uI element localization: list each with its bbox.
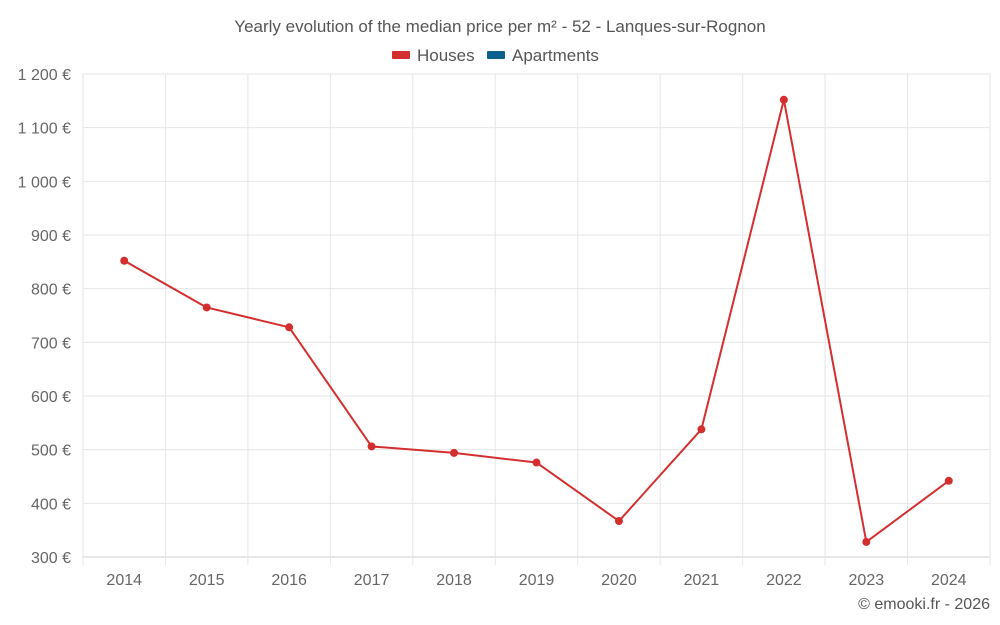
legend-swatch-houses [392, 51, 410, 59]
x-tick-label: 2016 [271, 572, 307, 589]
legend-swatch-apartments [487, 51, 505, 59]
x-tick-label: 2019 [519, 572, 555, 589]
y-tick-label: 1 200 € [18, 67, 71, 84]
x-tick-label: 2017 [354, 572, 390, 589]
y-tick-label: 400 € [31, 496, 71, 513]
data-point-houses-2018[interactable] [450, 448, 459, 457]
x-tick-label: 2023 [849, 572, 885, 589]
x-tick-label: 2020 [601, 572, 637, 589]
x-tick-label: 2014 [106, 572, 142, 589]
x-tick-label: 2015 [189, 572, 225, 589]
data-point-houses-2020[interactable] [614, 517, 623, 526]
y-tick-label: 800 € [31, 282, 71, 299]
y-axis: 300 € 400 € 500 € 600 € 700 € 800 € 900 € 1 000… [18, 67, 71, 567]
x-tick-label: 2021 [684, 572, 720, 589]
x-tick-label: 2018 [436, 572, 472, 589]
x-axis: 2014 2015 2016 2017 2018 2019 2020 2021 2022 2023… [106, 572, 966, 589]
y-tick-label: 600 € [31, 389, 71, 406]
data-point-houses-2019[interactable] [532, 458, 541, 467]
y-tick-label: 300 € [31, 550, 71, 567]
legend-item-houses[interactable]: Houses [392, 46, 475, 65]
y-tick-label: 1 100 € [18, 121, 71, 138]
credit-text: © emooki.fr - 2026 [858, 596, 990, 613]
data-point-houses-2014[interactable] [120, 256, 129, 265]
legend-item-apartments[interactable]: Apartments [487, 46, 599, 65]
legend-label-houses: Houses [417, 46, 475, 65]
data-point-houses-2015[interactable] [202, 303, 211, 312]
y-tick-label: 1 000 € [18, 174, 71, 191]
x-tick-label: 2022 [766, 572, 802, 589]
data-point-houses-2023[interactable] [862, 537, 871, 546]
legend-label-apartments: Apartments [512, 46, 599, 65]
legend[interactable]: Houses Apartments [392, 46, 599, 65]
y-tick-label: 500 € [31, 443, 71, 460]
data-point-houses-2024[interactable] [944, 476, 953, 485]
y-tick-label: 900 € [31, 228, 71, 245]
y-tick-label: 700 € [31, 335, 71, 352]
data-point-houses-2016[interactable] [285, 323, 294, 332]
chart-title: Yearly evolution of the median price per… [234, 17, 765, 36]
series-houses [120, 95, 953, 546]
data-point-houses-2021[interactable] [697, 425, 706, 434]
x-tick-label: 2024 [931, 572, 967, 589]
data-point-houses-2022[interactable] [779, 95, 788, 104]
data-point-houses-2017[interactable] [367, 442, 376, 451]
grid-layer [82, 73, 991, 565]
